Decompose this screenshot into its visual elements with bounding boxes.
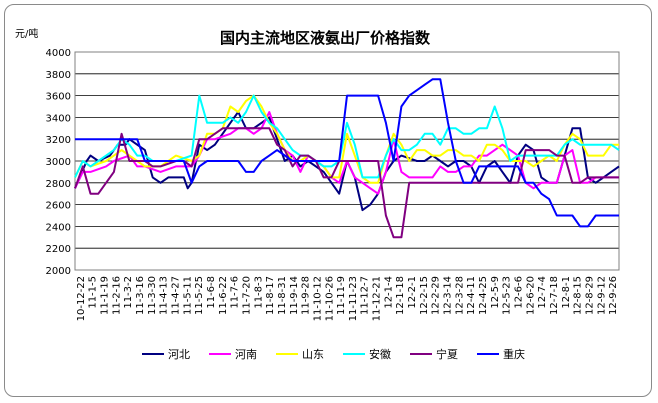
x-tick-label: 12-4-25 [478, 276, 489, 315]
x-tick-label: 11-8-31 [277, 276, 288, 315]
y-tick-label: 2200 [46, 244, 71, 255]
x-tick-label: 11-12-21 [372, 276, 383, 321]
x-tick-label: 11-6-22 [218, 276, 229, 315]
y-tick-label: 3200 [46, 135, 71, 146]
legend-label: 山东 [302, 348, 324, 361]
series-line-4 [74, 127, 619, 239]
x-tick-label: 12-1-4 [383, 276, 394, 309]
x-tick-label: 11-1-19 [100, 276, 111, 315]
x-tick-label: 12-3-14 [443, 276, 454, 315]
x-tick-label: 12-4-11 [466, 276, 477, 315]
x-tick-label: 11-11-9 [336, 276, 347, 315]
chart-title: 国内主流地区液氨出厂价格指数 [220, 29, 431, 47]
x-tick-label: 11-5-25 [194, 276, 205, 315]
x-axis-ticks: 10-12-22 11-1-5 11-1-19 11-2-16 11-3-2 11-3-1… [76, 276, 619, 321]
x-tick-label: 12-9-12 [596, 276, 607, 315]
y-tick-label: 2600 [46, 201, 71, 212]
x-tick-label: 11-1-5 [88, 276, 99, 309]
y-axis-ticks: 2000 2200 2400 2600 2800 3000 3200 3400 3600 3800… [46, 48, 71, 277]
x-tick-label: 11-3-30 [147, 276, 158, 315]
x-tick-label: 12-8-1 [561, 276, 572, 309]
y-tick-label: 3400 [46, 113, 71, 124]
x-tick-label: 11-3-16 [135, 276, 146, 315]
x-tick-label: 11-4-13 [159, 276, 170, 315]
x-tick-label: 11-9-14 [289, 276, 300, 315]
y-tick-label: 3000 [46, 157, 71, 168]
series-line-1 [74, 111, 619, 195]
x-tick-label: 11-5-11 [182, 276, 193, 315]
x-tick-label: 12-1-18 [395, 276, 406, 315]
x-tick-label: 11-4-27 [171, 276, 182, 315]
legend-label: 重庆 [503, 347, 525, 361]
x-tick-label: 12-8-15 [573, 276, 584, 315]
y-axis-unit-label: 元/吨 [15, 27, 38, 40]
x-tick-label: 12-5-9 [490, 276, 501, 309]
x-tick-label: 11-10-12 [312, 276, 323, 321]
x-tick-label: 12-6-6 [513, 276, 524, 309]
x-tick-label: 12-8-29 [584, 276, 595, 315]
y-tick-label: 2400 [46, 222, 71, 233]
x-tick-label: 12-7-18 [549, 276, 560, 315]
series-line-2 [74, 94, 619, 184]
x-tick-label: 11-12-7 [360, 276, 371, 315]
x-tick-label: 11-8-17 [265, 276, 276, 315]
x-tick-label: 12-7-4 [537, 276, 548, 309]
x-tick-label: 12-2-15 [419, 276, 430, 315]
series-line-5 [75, 78, 619, 228]
y-tick-label: 3800 [46, 70, 71, 81]
x-tick-label: 12-9-26 [608, 276, 619, 315]
x-tick-label: 12-2-29 [431, 276, 442, 315]
plot-area-border [74, 51, 620, 271]
line-chart: 国内主流地区液氨出厂价格指数 元/吨 2000 2200 2400 2600 2800 3… [15, 27, 620, 361]
x-tick-label: 11-10-26 [324, 276, 335, 321]
x-tick-label: 11-7-20 [241, 276, 252, 315]
legend-label: 河北 [168, 348, 190, 361]
x-tick-label: 12-3-28 [454, 276, 465, 315]
legend-label: 安徽 [369, 347, 391, 361]
x-tick-label: 12-2-1 [407, 276, 418, 309]
x-tick-label: 12-6-20 [525, 276, 536, 315]
x-tick-label: 10-12-22 [76, 276, 87, 321]
y-tick-label: 3600 [46, 92, 71, 103]
y-tick-label: 2000 [46, 266, 71, 277]
x-tick-label: 11-2-16 [111, 276, 122, 315]
legend-label: 河南 [235, 348, 257, 361]
legend-label: 宁夏 [436, 347, 458, 361]
x-tick-label: 11-3-2 [123, 276, 134, 309]
x-tick-label: 11-6-8 [206, 276, 217, 309]
y-tick-label: 2800 [46, 179, 71, 190]
x-tick-label: 11-11-23 [348, 276, 359, 321]
x-tick-label: 11-9-28 [301, 276, 312, 315]
legend: 河北 河南 山东 安徽 宁夏 重庆 [142, 347, 525, 361]
x-tick-label: 11-8-3 [253, 276, 264, 309]
x-tick-label: 12-5-23 [502, 276, 513, 315]
x-tick-label: 11-7-6 [230, 276, 241, 309]
y-tick-label: 4000 [46, 48, 71, 59]
series-lines [74, 78, 620, 239]
chart-frame: 国内主流地区液氨出厂价格指数 元/吨 2000 2200 2400 2600 2800 3… [4, 4, 652, 397]
